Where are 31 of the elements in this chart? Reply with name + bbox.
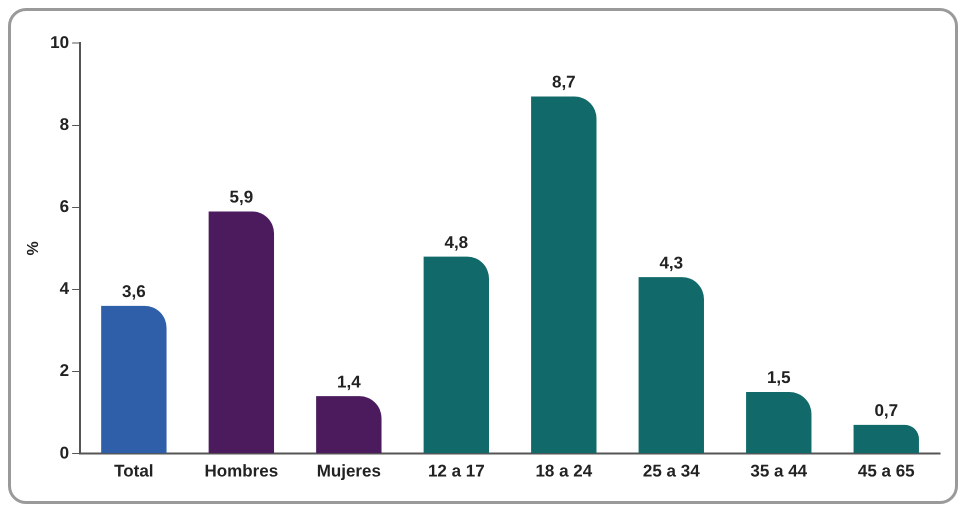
bar <box>854 424 919 454</box>
bar <box>208 211 274 454</box>
data-label: 8,7 <box>552 72 576 92</box>
bar <box>424 256 490 454</box>
bar <box>531 96 596 454</box>
data-label: 3,6 <box>122 282 146 302</box>
y-axis-title: % <box>25 241 42 256</box>
y-tick-label: 8 <box>60 114 70 134</box>
y-tick-label: 2 <box>60 361 70 380</box>
x-tick-label: 45 a 65 <box>858 461 915 480</box>
data-label: 4,8 <box>444 232 468 252</box>
y-tick-label: 0 <box>60 443 70 462</box>
data-label: 4,3 <box>659 253 684 272</box>
data-label: 0,7 <box>874 401 898 420</box>
bar <box>638 277 704 454</box>
x-tick-label: Hombres <box>204 461 278 480</box>
y-tick-label: 10 <box>50 32 70 52</box>
x-tick-label: 35 a 44 <box>750 461 808 480</box>
bar <box>101 306 167 454</box>
bar <box>746 392 812 454</box>
y-tick-label: 6 <box>60 197 70 216</box>
x-tick-label: 25 a 34 <box>642 461 700 480</box>
data-label: 1,5 <box>766 368 791 388</box>
bar <box>316 396 382 454</box>
x-tick-label: Mujeres <box>316 461 381 480</box>
data-label: 1,4 <box>337 372 362 392</box>
x-tick-label: 12 a 17 <box>428 461 485 480</box>
x-tick-label: 18 a 24 <box>535 461 593 480</box>
data-label: 5,9 <box>230 188 254 207</box>
y-tick-label: 4 <box>60 279 70 298</box>
x-tick-label: Total <box>114 461 154 480</box>
